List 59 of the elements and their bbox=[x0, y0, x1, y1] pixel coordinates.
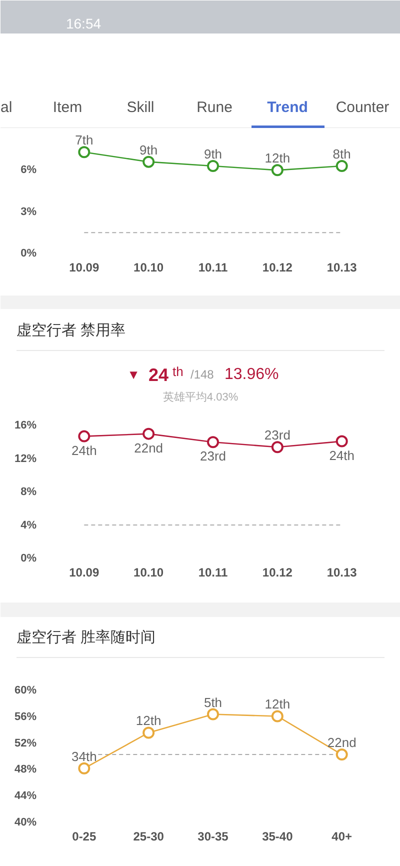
y-tick-label: 0% bbox=[20, 248, 37, 260]
y-tick-label: 4% bbox=[20, 519, 37, 532]
y-tick-label: 52% bbox=[14, 737, 37, 750]
x-tick-label: 10.13 bbox=[326, 566, 358, 580]
text: Trend bbox=[267, 99, 308, 116]
text: Rune bbox=[196, 99, 232, 116]
x-tick-label: 10.12 bbox=[262, 566, 293, 580]
annotation: 12th bbox=[264, 696, 290, 712]
y-tick-label: 8% bbox=[20, 486, 37, 498]
x-tick-label: 40+ bbox=[332, 830, 352, 844]
annotation: 22nd bbox=[327, 735, 356, 750]
y-tick-label: 56% bbox=[14, 710, 37, 723]
annotation: 12th bbox=[264, 150, 290, 166]
x-tick-label: 10.10 bbox=[134, 566, 164, 580]
text: 16:54 bbox=[66, 16, 102, 32]
text: al bbox=[0, 99, 12, 116]
annotation: 8th bbox=[332, 146, 351, 162]
x-tick-label: 35-40 bbox=[262, 830, 294, 844]
y-tick-label: 3% bbox=[20, 206, 37, 218]
y-tick-label: 44% bbox=[14, 790, 37, 802]
annotation: 22nd bbox=[134, 440, 164, 456]
x-tick-label: 10.10 bbox=[134, 260, 164, 274]
annotation: 5th bbox=[204, 694, 222, 710]
text: /148 bbox=[190, 368, 214, 382]
text: 24 bbox=[148, 365, 169, 385]
annotation: 7th bbox=[75, 132, 94, 148]
chart-title: 虚空行者 胜率随时间 bbox=[16, 629, 156, 646]
annotation: 9th bbox=[140, 142, 158, 158]
annotation: 24th bbox=[72, 442, 97, 458]
text: 13.96% bbox=[224, 366, 279, 383]
x-tick-label: 0-25 bbox=[72, 830, 96, 844]
y-tick-label: 6% bbox=[20, 164, 37, 176]
annotation: 23rd bbox=[200, 448, 226, 464]
text: Counter bbox=[336, 99, 390, 116]
x-tick-label: 10.12 bbox=[262, 260, 293, 274]
x-tick-label: 10.13 bbox=[326, 260, 358, 274]
y-tick-label: 40% bbox=[14, 816, 37, 828]
text: ▼ bbox=[127, 367, 140, 382]
text: Skill bbox=[126, 99, 154, 116]
x-tick-label: 10.11 bbox=[198, 260, 228, 274]
annotation: 23rd bbox=[264, 428, 290, 443]
y-tick-label: 16% bbox=[14, 420, 37, 432]
y-tick-label: 0% bbox=[20, 552, 37, 564]
x-tick-label: 30-35 bbox=[198, 830, 229, 844]
annotation: 9th bbox=[204, 146, 222, 162]
x-tick-label: 10.11 bbox=[198, 566, 228, 580]
chart-title: 虚空行者 禁用率 bbox=[16, 322, 126, 339]
text: th bbox=[172, 364, 184, 379]
y-tick-label: 60% bbox=[14, 684, 37, 696]
annotation: 34th bbox=[72, 748, 97, 764]
annotation: 12th bbox=[136, 713, 162, 728]
x-tick-label: 10.09 bbox=[69, 566, 100, 580]
x-tick-label: 25-30 bbox=[133, 830, 164, 844]
y-tick-label: 48% bbox=[14, 764, 37, 776]
text: Item bbox=[52, 99, 82, 116]
x-tick-label: 10.09 bbox=[69, 260, 100, 274]
annotation: 24th bbox=[329, 448, 355, 463]
text: 英雄平均4.03% bbox=[162, 390, 238, 404]
y-tick-label: 12% bbox=[14, 452, 37, 465]
